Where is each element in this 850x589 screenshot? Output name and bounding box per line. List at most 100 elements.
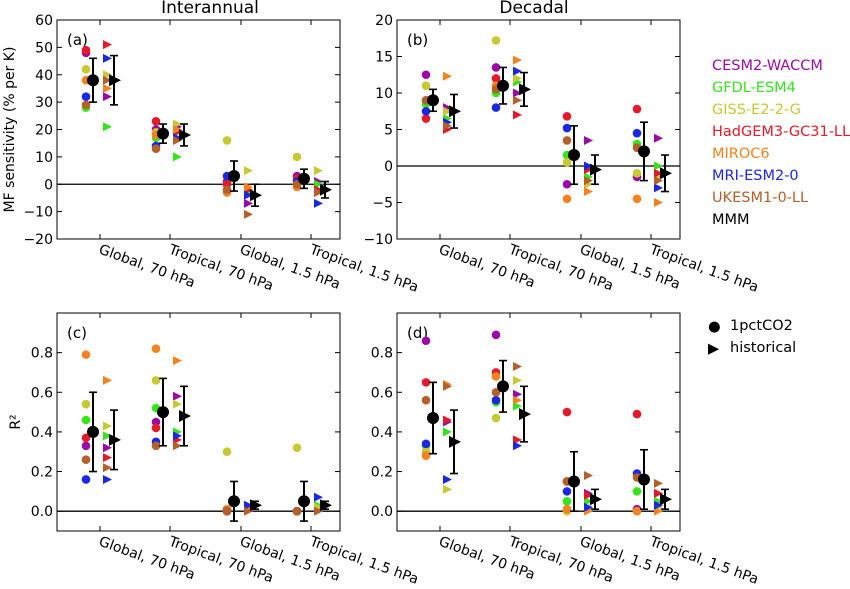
point-historical (654, 488, 663, 498)
point-historical (244, 190, 253, 200)
point-historical (513, 66, 522, 76)
y-tick-label: 0.6 (31, 385, 53, 401)
point-1pctco2 (562, 158, 572, 167)
point-1pctco2 (632, 409, 642, 419)
point-1pctco2 (81, 441, 91, 451)
mmm-historical (109, 433, 121, 446)
legend-model-ukesm1-0-ll: UKESM1-0-LL (712, 190, 808, 206)
mmm-1pctco2 (427, 412, 439, 425)
point-1pctco2 (562, 504, 572, 514)
legend-model-gfdl-esm4: GFDL-ESM4 (712, 80, 796, 96)
mmm-1pctco2 (638, 473, 650, 486)
point-1pctco2 (222, 136, 232, 145)
point-historical (103, 375, 112, 385)
panel-label: (a) (67, 31, 88, 49)
plot-frame (56, 312, 341, 532)
point-historical (173, 399, 182, 409)
point-historical (584, 135, 593, 145)
legend-model-mri-esm2-0: MRI-ESM2-0 (712, 168, 799, 184)
y-tick-label: 0 (44, 177, 53, 193)
point-1pctco2 (81, 475, 91, 484)
point-1pctco2 (491, 372, 501, 381)
point-1pctco2 (151, 116, 161, 126)
point-historical (103, 463, 112, 473)
mmm-1pctco2 (228, 170, 240, 183)
mmm-1pctco2 (638, 145, 650, 158)
point-historical (654, 183, 663, 193)
point-historical (244, 198, 253, 208)
point-historical (173, 152, 182, 162)
point-historical (443, 415, 452, 425)
mmm-1pctco2 (427, 94, 439, 107)
point-historical (173, 135, 182, 145)
point-historical (443, 106, 452, 116)
mmm-historical (250, 189, 262, 202)
point-historical (513, 110, 522, 120)
point-1pctco2 (151, 423, 161, 433)
point-1pctco2 (151, 144, 161, 153)
point-historical (584, 187, 593, 197)
mmm-historical (179, 410, 191, 423)
y-tick-label: 15 (375, 50, 393, 66)
point-historical (173, 431, 182, 441)
point-historical (103, 443, 112, 453)
mmm-historical (590, 163, 602, 176)
y-tick-label: −10 (363, 232, 393, 248)
point-historical (443, 474, 452, 484)
y-tick-label: 0.0 (371, 504, 393, 520)
point-1pctco2 (421, 70, 431, 80)
mmm-1pctco2 (87, 425, 99, 438)
point-historical (513, 375, 522, 385)
point-historical (584, 502, 593, 512)
point-1pctco2 (421, 451, 431, 460)
point-1pctco2 (421, 439, 431, 449)
point-1pctco2 (491, 330, 501, 340)
point-1pctco2 (81, 350, 91, 359)
point-historical (443, 121, 452, 131)
point-historical (103, 75, 112, 85)
y-tick-label: 0.8 (371, 346, 393, 362)
point-historical (314, 198, 323, 208)
point-1pctco2 (562, 407, 572, 417)
mmm-1pctco2 (497, 380, 509, 393)
panel-label: (b) (407, 31, 428, 49)
point-historical (513, 401, 522, 411)
point-1pctco2 (292, 152, 302, 162)
point-historical (654, 500, 663, 510)
point-1pctco2 (421, 114, 431, 123)
mmm-1pctco2 (298, 172, 310, 185)
y-axis-label: R² (8, 414, 24, 429)
point-historical (314, 187, 323, 197)
point-historical (314, 492, 323, 502)
point-1pctco2 (491, 36, 501, 45)
point-1pctco2 (421, 81, 431, 90)
point-1pctco2 (562, 179, 572, 189)
point-1pctco2 (562, 496, 572, 506)
y-tick-label: −5 (372, 196, 393, 212)
point-1pctco2 (81, 100, 91, 110)
point-1pctco2 (491, 63, 501, 72)
point-1pctco2 (562, 136, 572, 145)
mmm-1pctco2 (228, 495, 240, 508)
point-historical (654, 133, 663, 143)
mmm-historical (449, 435, 461, 448)
point-historical (443, 427, 452, 437)
point-1pctco2 (632, 487, 642, 496)
y-tick-label: 30 (35, 95, 53, 111)
point-1pctco2 (632, 169, 642, 178)
point-1pctco2 (81, 92, 91, 101)
point-1pctco2 (81, 399, 91, 409)
point-historical (513, 362, 522, 372)
point-1pctco2 (151, 441, 161, 451)
point-historical (654, 176, 663, 186)
legend-marker-label: 1pctCO2 (730, 318, 793, 334)
point-historical (103, 53, 112, 63)
point-historical (103, 40, 112, 50)
point-1pctco2 (222, 185, 232, 195)
y-tick-label: 0.8 (31, 346, 53, 362)
point-historical (513, 73, 522, 83)
